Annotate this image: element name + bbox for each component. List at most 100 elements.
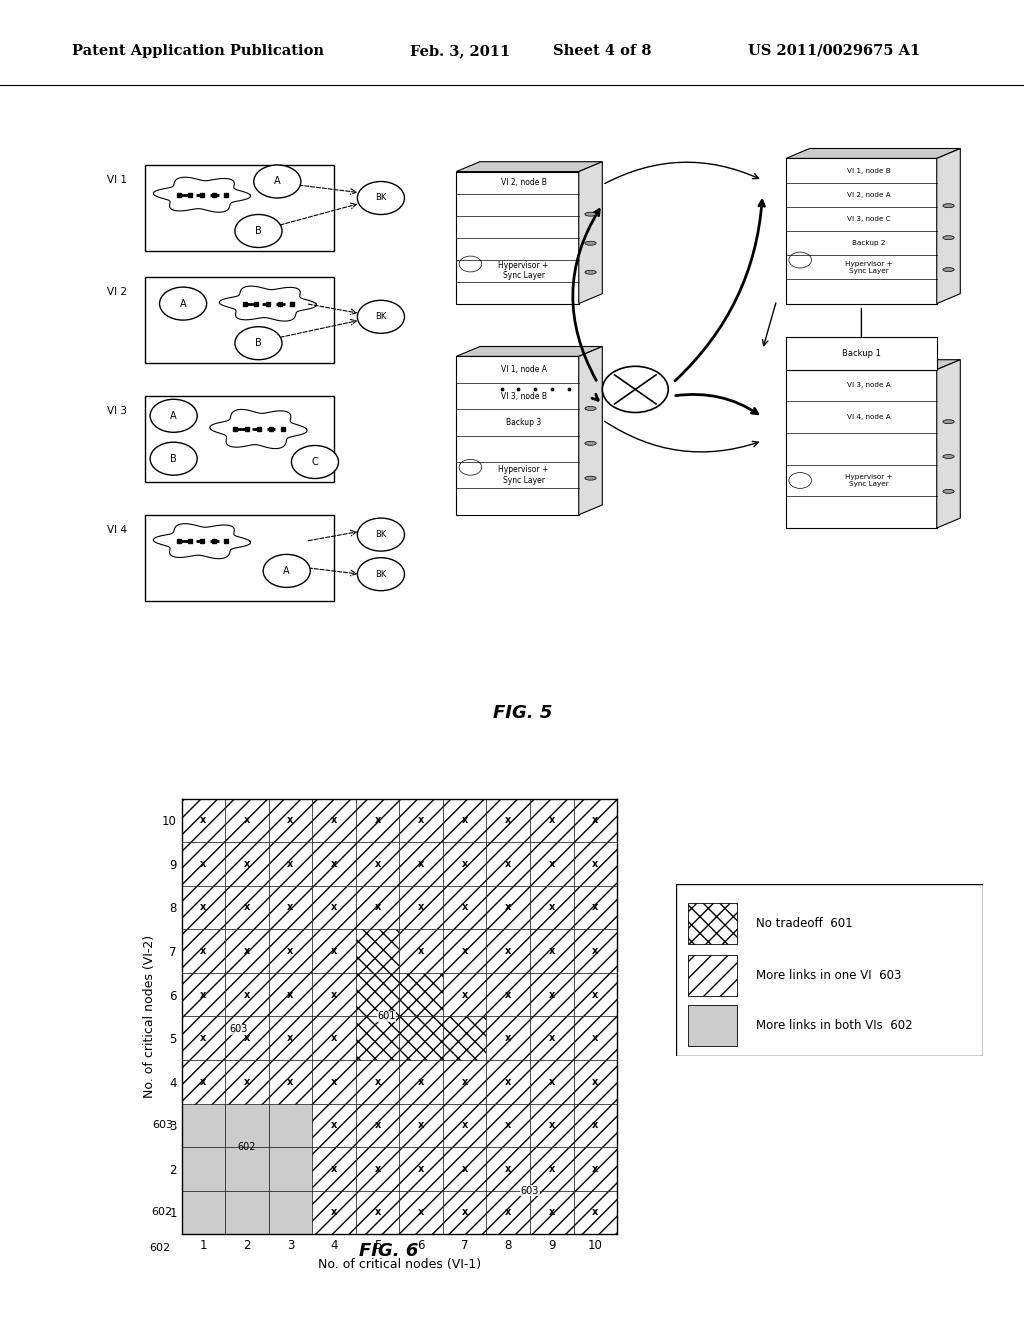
Text: B: B — [255, 338, 262, 348]
Text: VI 3, node B: VI 3, node B — [501, 392, 547, 400]
Text: x: x — [375, 859, 381, 869]
Text: x: x — [244, 859, 250, 869]
Bar — [312, 929, 355, 973]
Bar — [573, 1104, 617, 1147]
Bar — [573, 973, 617, 1016]
Text: 603: 603 — [229, 1024, 248, 1035]
Text: Hypervisor +
Sync Layer: Hypervisor + Sync Layer — [499, 261, 549, 280]
Text: x: x — [592, 816, 598, 825]
Bar — [355, 929, 399, 973]
Circle shape — [602, 367, 669, 413]
Bar — [399, 842, 443, 886]
Polygon shape — [786, 360, 961, 370]
Bar — [573, 929, 617, 973]
Bar — [145, 515, 334, 601]
Text: x: x — [201, 859, 207, 869]
Text: x: x — [462, 816, 468, 825]
Bar — [457, 356, 579, 515]
Bar — [225, 1104, 268, 1147]
Text: x: x — [375, 1164, 381, 1173]
Bar — [486, 1016, 530, 1060]
Bar — [688, 1005, 737, 1045]
Text: 602: 602 — [150, 1243, 170, 1253]
Bar — [530, 1191, 573, 1234]
Bar — [268, 1060, 312, 1104]
Text: x: x — [462, 1121, 468, 1130]
Text: x: x — [462, 903, 468, 912]
Text: Patent Application Publication: Patent Application Publication — [72, 44, 324, 58]
Text: More links in one VI  603: More links in one VI 603 — [756, 969, 901, 982]
Text: VI 3, node C: VI 3, node C — [847, 216, 891, 222]
Ellipse shape — [943, 236, 954, 240]
Ellipse shape — [943, 203, 954, 207]
Bar — [443, 929, 486, 973]
Text: x: x — [549, 990, 555, 999]
Ellipse shape — [943, 268, 954, 272]
Bar — [312, 799, 355, 842]
Bar — [443, 886, 486, 929]
Bar — [530, 1104, 573, 1147]
Bar — [573, 842, 617, 886]
Text: x: x — [462, 1164, 468, 1173]
Bar — [312, 1104, 355, 1147]
Polygon shape — [154, 524, 251, 558]
Bar — [486, 1147, 530, 1191]
Bar — [530, 1060, 573, 1104]
Text: x: x — [505, 859, 511, 869]
Circle shape — [357, 519, 404, 552]
Bar — [268, 1016, 312, 1060]
Text: x: x — [288, 1034, 294, 1043]
Bar — [573, 886, 617, 929]
Text: 602: 602 — [238, 1142, 256, 1152]
Bar — [443, 1060, 486, 1104]
Text: x: x — [375, 1121, 381, 1130]
Bar — [786, 337, 937, 370]
Text: x: x — [505, 1208, 511, 1217]
Bar — [312, 1060, 355, 1104]
Text: x: x — [592, 1034, 598, 1043]
Text: x: x — [549, 859, 555, 869]
Bar — [225, 799, 268, 842]
Text: VI 4: VI 4 — [106, 525, 127, 535]
Text: x: x — [505, 990, 511, 999]
Text: x: x — [505, 1164, 511, 1173]
Bar — [486, 1104, 530, 1147]
Polygon shape — [579, 347, 602, 515]
Text: x: x — [331, 903, 337, 912]
Polygon shape — [579, 162, 602, 304]
Text: 603: 603 — [152, 1121, 173, 1130]
Text: x: x — [549, 1208, 555, 1217]
Bar — [225, 929, 268, 973]
Text: x: x — [288, 1077, 294, 1086]
Text: 602: 602 — [152, 1208, 173, 1217]
Bar — [530, 1147, 573, 1191]
Text: x: x — [375, 1077, 381, 1086]
Bar — [181, 1104, 225, 1147]
Bar — [312, 1147, 355, 1191]
Ellipse shape — [943, 454, 954, 458]
Text: A: A — [170, 411, 177, 421]
Text: x: x — [331, 990, 337, 999]
Text: x: x — [244, 1034, 250, 1043]
Text: FIG. 5: FIG. 5 — [493, 704, 552, 722]
Text: VI 3: VI 3 — [106, 407, 127, 416]
Circle shape — [234, 214, 282, 248]
Bar — [399, 973, 443, 1016]
Polygon shape — [457, 162, 602, 172]
Text: x: x — [288, 903, 294, 912]
Text: x: x — [331, 1164, 337, 1173]
Bar — [573, 1060, 617, 1104]
Bar — [181, 929, 225, 973]
Ellipse shape — [585, 441, 596, 445]
Bar — [443, 1147, 486, 1191]
Text: FIG. 6: FIG. 6 — [359, 1242, 419, 1261]
Text: x: x — [549, 903, 555, 912]
Bar — [688, 903, 737, 945]
Bar — [530, 842, 573, 886]
Text: x: x — [201, 816, 207, 825]
Text: x: x — [244, 946, 250, 956]
Bar — [268, 799, 312, 842]
Ellipse shape — [943, 420, 954, 424]
Bar — [312, 842, 355, 886]
Bar — [268, 1104, 312, 1147]
